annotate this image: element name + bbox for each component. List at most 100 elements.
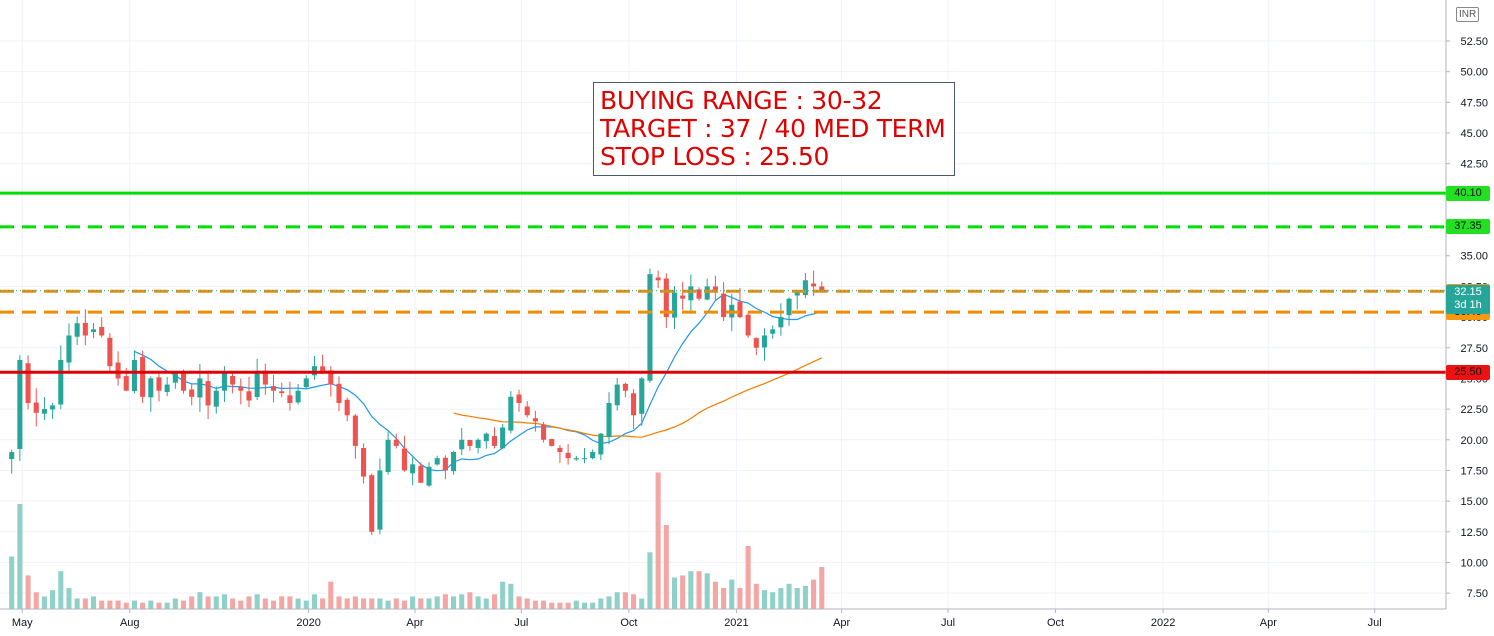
- buying-range-text: BUYING RANGE : 30-32: [600, 86, 883, 115]
- candle-body: [254, 372, 260, 397]
- volume-bar: [254, 594, 260, 609]
- candle-body: [41, 409, 47, 414]
- candle-body: [434, 458, 440, 465]
- volume-bar: [377, 598, 383, 609]
- volume-bar: [467, 592, 473, 609]
- candle-body: [639, 378, 645, 414]
- volume-bar: [66, 588, 72, 609]
- candle-body: [524, 406, 530, 416]
- trade-plan-annotation[interactable]: BUYING RANGE : 30-32 TARGET : 37 / 40 ME…: [593, 82, 955, 176]
- volume-bar: [614, 592, 620, 609]
- volume-bar: [671, 577, 678, 609]
- volume-bar: [156, 602, 162, 609]
- volume-bar: [246, 596, 252, 609]
- volume-bar: [205, 596, 211, 609]
- candle-body: [401, 448, 407, 471]
- volume-bar: [598, 598, 604, 609]
- candle-body: [295, 390, 301, 403]
- volume-bar: [622, 592, 628, 609]
- volume-bar: [721, 588, 727, 609]
- volume-bar: [532, 600, 538, 609]
- candle-body: [770, 329, 776, 334]
- candle-body: [475, 439, 481, 448]
- time-tick-label: May: [12, 617, 33, 629]
- candle-body: [459, 439, 465, 450]
- last-price-value: 32.15: [1454, 286, 1482, 298]
- volume-bar: [9, 556, 15, 609]
- volume-bar: [221, 594, 227, 609]
- candle-body: [311, 366, 317, 376]
- volume-bar: [148, 600, 154, 609]
- volume-bar: [369, 598, 375, 609]
- volume-bar: [688, 571, 694, 609]
- volume-bar: [58, 571, 64, 609]
- volume-bar: [761, 590, 768, 609]
- volume-bar: [238, 600, 244, 609]
- candle-body: [418, 465, 424, 483]
- price-tick-label: 50.00: [1460, 67, 1488, 79]
- volume-bar: [262, 598, 268, 609]
- volume-bar: [819, 567, 825, 609]
- candle-body: [205, 381, 211, 406]
- volume-bar: [336, 596, 342, 609]
- candle-body: [180, 371, 187, 391]
- candle-body: [581, 458, 588, 460]
- volume-bar: [712, 581, 718, 609]
- volume-bar: [410, 596, 416, 609]
- volume-bar: [164, 602, 170, 609]
- time-tick-label: Aug: [120, 617, 140, 629]
- candle-body: [802, 280, 808, 296]
- candle-body: [303, 378, 309, 388]
- candle-body: [655, 277, 661, 281]
- volume-bar: [737, 588, 743, 609]
- currency-badge[interactable]: INR: [1456, 7, 1480, 22]
- target-1-price-label: 37.35: [1446, 219, 1490, 235]
- volume-bar: [639, 598, 645, 609]
- volume-bar: [770, 592, 776, 609]
- time-tick-label: 2021: [724, 617, 748, 629]
- volume-bar: [74, 598, 80, 609]
- volume-bar: [655, 472, 661, 609]
- candle-body: [451, 452, 457, 472]
- volume-bar: [401, 600, 407, 609]
- candle-body: [164, 384, 170, 393]
- volume-bar: [140, 602, 146, 609]
- candle-body: [140, 356, 146, 397]
- volume-bar: [344, 598, 350, 609]
- candle-body: [17, 360, 23, 449]
- price-tick-label: 42.50: [1460, 159, 1488, 171]
- volume-bar: [107, 600, 113, 609]
- time-axis[interactable]: May Aug 2020 Apr Jul Oct 2021 Apr Jul Oct 2022 Apr J…: [0, 608, 1446, 629]
- candle-body: [172, 372, 178, 383]
- candle-body: [590, 452, 596, 459]
- price-tick-label: 10.00: [1460, 557, 1488, 569]
- volume-bar: [680, 575, 686, 609]
- stop-loss-price-label: 25.50: [1446, 364, 1490, 380]
- candle-body: [614, 384, 620, 406]
- volume-bar: [549, 602, 555, 609]
- time-tick-label: Jul: [1368, 617, 1382, 629]
- volume-bar: [311, 594, 317, 609]
- volume-bar: [590, 602, 596, 609]
- candle-body: [565, 452, 571, 459]
- volume-bar: [41, 596, 47, 609]
- candle-body: [320, 366, 326, 373]
- volume-bar: [213, 596, 219, 609]
- volume-bar: [606, 596, 612, 609]
- volume-bar: [753, 583, 759, 609]
- volume-bar: [704, 573, 710, 609]
- candle-body: [491, 436, 498, 446]
- candle-body: [573, 458, 579, 460]
- candle-body: [74, 323, 80, 337]
- volume-bar: [442, 594, 448, 609]
- candle-body: [393, 439, 399, 446]
- volume-bar: [696, 571, 702, 609]
- candle-body: [246, 391, 252, 401]
- candle-body: [532, 418, 538, 422]
- candle-body: [786, 298, 792, 316]
- candle-body: [197, 378, 203, 398]
- price-level-lines[interactable]: [0, 191, 1446, 374]
- price-axis[interactable]: 52.5050.0047.5045.0042.5040.0037.5035.00…: [1445, 0, 1488, 609]
- candle-body: [516, 394, 522, 403]
